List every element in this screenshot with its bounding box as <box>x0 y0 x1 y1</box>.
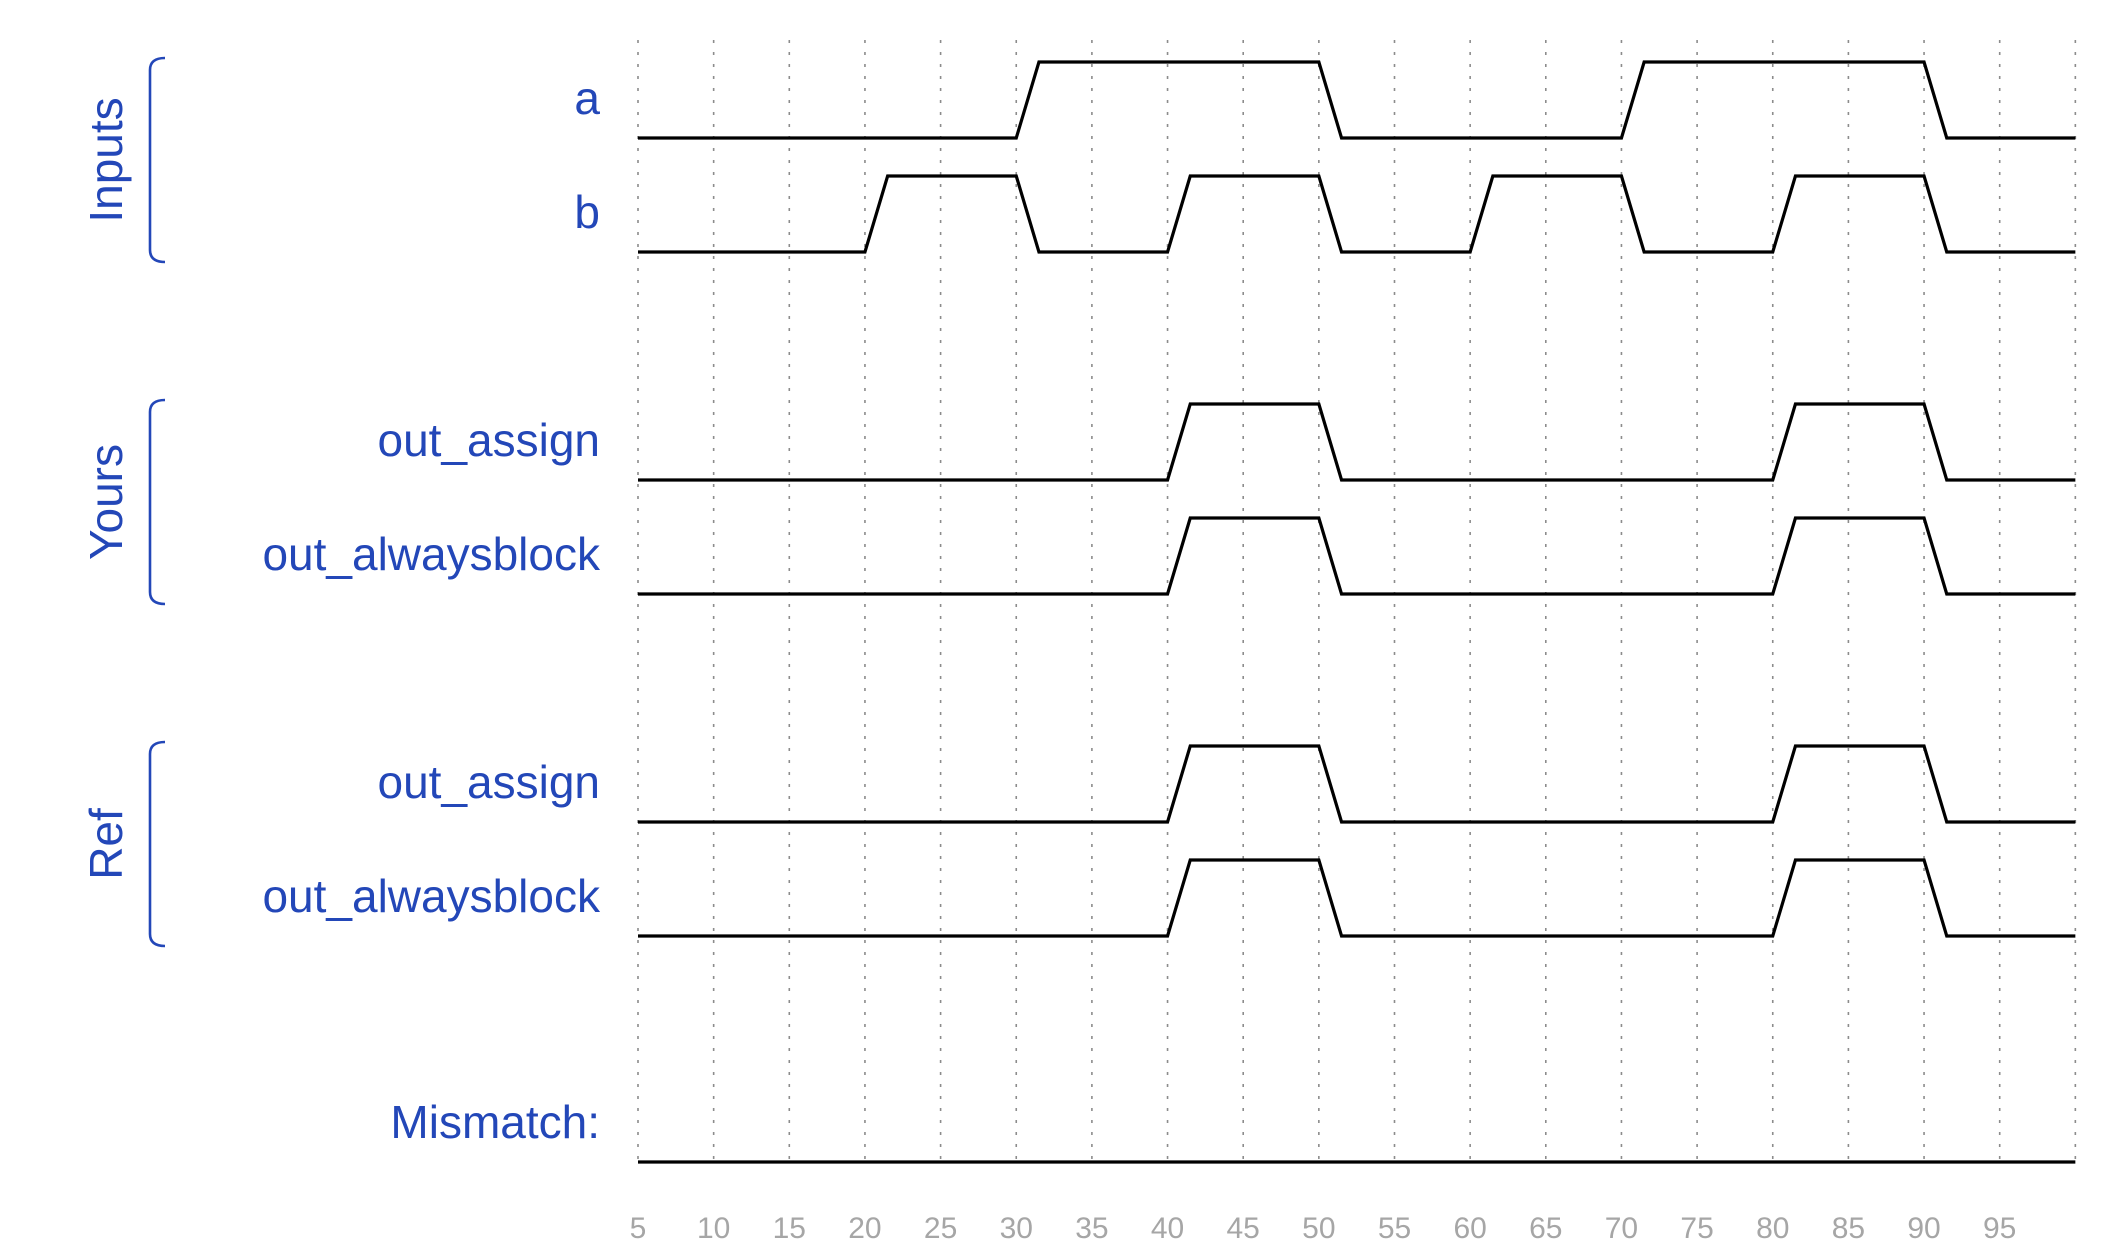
tick-label: 55 <box>1378 1212 1411 1245</box>
tick-label: 90 <box>1907 1212 1940 1245</box>
tick-label: 10 <box>697 1212 730 1245</box>
mismatch-row: Mismatch: <box>390 1096 2076 1164</box>
tick-label: 35 <box>1075 1212 1108 1245</box>
tick-label: 70 <box>1605 1212 1638 1245</box>
grid-lines <box>637 40 2077 1162</box>
signal-group: out_assign out_alwaysblock Yours <box>80 398 2076 606</box>
signal-label: a <box>574 72 600 124</box>
signal-group: out_assign out_alwaysblock Ref <box>80 740 2076 948</box>
group-label: Inputs <box>80 97 132 222</box>
tick-label: 75 <box>1680 1212 1713 1245</box>
tick-label: 5 <box>630 1212 647 1245</box>
tick-label: 80 <box>1756 1212 1789 1245</box>
group-label: Yours <box>80 444 132 560</box>
signal-waveform <box>638 744 2076 824</box>
signal-waveform <box>638 402 2076 482</box>
signal-label: b <box>574 186 600 238</box>
tick-label: 85 <box>1832 1212 1865 1245</box>
signal-label: out_assign <box>378 414 601 466</box>
tick-label: 20 <box>848 1212 881 1245</box>
tick-label: 95 <box>1983 1212 2016 1245</box>
group-brace <box>148 398 166 606</box>
group-brace <box>148 56 166 264</box>
signal-waveform <box>638 858 2076 938</box>
signal-row: a <box>574 60 2076 140</box>
signal-label: out_assign <box>378 756 601 808</box>
tick-label: 60 <box>1453 1212 1486 1245</box>
tick-label: 50 <box>1302 1212 1335 1245</box>
group-brace <box>148 740 166 948</box>
signal-row: out_assign <box>378 744 2076 824</box>
signal-row: out_alwaysblock <box>262 516 2076 596</box>
tick-label: 65 <box>1529 1212 1562 1245</box>
tick-label: 30 <box>1000 1212 1033 1245</box>
signal-waveform <box>638 174 2076 254</box>
signal-waveform <box>638 516 2076 596</box>
signal-label: out_alwaysblock <box>262 870 601 922</box>
signal-row: Mismatch: <box>390 1096 2076 1164</box>
signal-row: out_alwaysblock <box>262 858 2076 938</box>
time-axis: 5 10 15 20 25 30 35 40 45 50 55 60 65 70 75 80 85 90 95 <box>630 1212 2017 1245</box>
signal-row: b <box>574 174 2076 254</box>
group-label: Ref <box>80 808 132 880</box>
tick-label: 40 <box>1151 1212 1184 1245</box>
signal-waveform <box>638 60 2076 140</box>
tick-label: 25 <box>924 1212 957 1245</box>
tick-label: 15 <box>773 1212 806 1245</box>
signal-group: a b Inputs <box>80 56 2076 264</box>
signal-groups: abInputsout_assignout_alwaysblockYoursou… <box>80 56 2076 948</box>
signal-label: out_alwaysblock <box>262 528 601 580</box>
tick-label: 45 <box>1227 1212 1260 1245</box>
signal-label: Mismatch: <box>390 1096 600 1148</box>
signal-row: out_assign <box>378 402 2076 482</box>
